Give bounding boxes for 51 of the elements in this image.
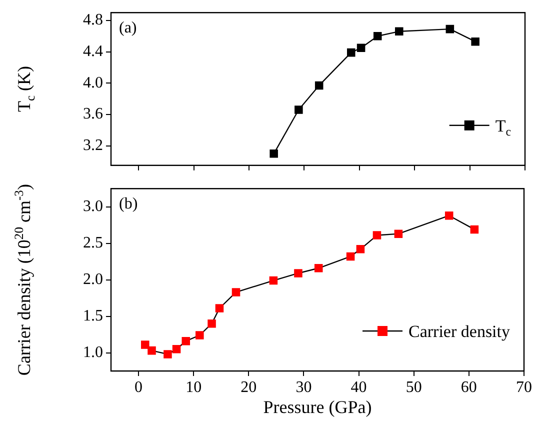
point (356, 245, 365, 254)
point (208, 319, 216, 328)
point (356, 44, 366, 52)
x-tick-label: 70 (516, 378, 532, 396)
point (346, 48, 356, 57)
y-axis-title: Carrier density (1020 cm-3) (12, 184, 34, 376)
y-tick-label: 4.4 (83, 42, 103, 60)
y-tick-label: 4.8 (83, 12, 103, 29)
x-tick-label: 20 (240, 378, 257, 396)
point (172, 344, 181, 354)
point (182, 336, 190, 346)
y-tick-label: 2.0 (83, 271, 103, 288)
x-tick-label: 30 (296, 378, 312, 396)
point (470, 225, 479, 234)
point (314, 264, 323, 272)
point (294, 269, 302, 278)
y-tick-label: 1.0 (83, 344, 103, 361)
x-tick-label: 40 (350, 378, 367, 396)
x-tick-label: 10 (186, 378, 202, 396)
annotation: (a) (119, 20, 137, 37)
y-tick-label: 3.6 (83, 106, 103, 123)
point (294, 106, 303, 114)
point (148, 346, 156, 355)
y-tick-label: 1.5 (83, 307, 103, 324)
point (141, 340, 150, 349)
point (215, 304, 224, 312)
point (373, 32, 382, 40)
y-axis-title: Tc (K) (14, 66, 38, 112)
point (471, 37, 480, 46)
x-tick-label: 60 (460, 378, 477, 396)
y-tick-label: 2.5 (83, 234, 103, 252)
point (346, 252, 355, 261)
x-axis-title: Pressure (GPa) (263, 396, 372, 417)
point (372, 231, 382, 240)
point (314, 81, 324, 90)
legend-label: Carrier density (408, 322, 510, 341)
point (164, 350, 172, 358)
point (269, 276, 278, 285)
point (444, 211, 454, 220)
y-tick-label: 3.2 (83, 137, 103, 154)
y-tick-label: 3.0 (83, 198, 103, 216)
x-tick-label: 50 (406, 378, 422, 396)
point (270, 150, 278, 158)
point (232, 288, 240, 296)
point (395, 27, 404, 36)
point (446, 24, 454, 34)
x-tick-label: 0 (134, 378, 143, 396)
annotation: (b) (119, 196, 138, 213)
y-tick-label: 4.0 (83, 74, 103, 92)
point (196, 331, 204, 340)
point (394, 230, 403, 238)
